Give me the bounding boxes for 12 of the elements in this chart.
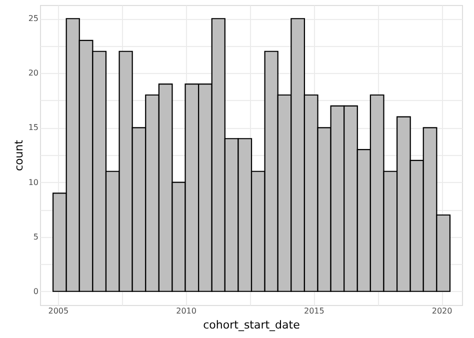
x-tick-label: 2005 [48, 306, 69, 316]
y-tick-label: 10 [28, 178, 38, 187]
y-tick-label: 15 [28, 123, 38, 132]
x-tick-label: 2010 [176, 306, 196, 316]
y-axis-title: count [12, 139, 26, 172]
x-tick-label: 2020 [432, 306, 452, 316]
y-tick-label: 5 [33, 232, 38, 242]
x-tick-label: 2015 [304, 306, 324, 316]
y-tick-label: 0 [33, 286, 38, 296]
y-tick-label: 20 [28, 68, 38, 78]
y-tick-label: 25 [28, 14, 38, 24]
x-axis-title: cohort_start_date [203, 318, 300, 332]
